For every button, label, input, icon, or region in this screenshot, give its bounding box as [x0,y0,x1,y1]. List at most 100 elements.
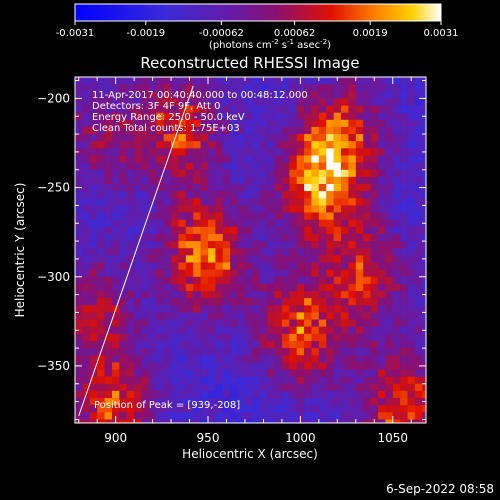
heatmap-cell [341,184,349,192]
heatmap-cell [296,205,305,213]
heatmap-cell [171,91,179,99]
heatmap-cell [259,283,268,292]
heatmap-cell [89,405,98,413]
heatmap-cell [104,84,113,92]
heatmap-cell [318,226,327,235]
heatmap-cell [311,383,320,392]
heatmap-cell [407,405,416,413]
heatmap-cell [141,91,150,99]
heatmap-cell [89,226,98,235]
heatmap-cell [267,212,275,220]
heatmap-cell [392,340,401,349]
heatmap-cell [289,241,297,249]
heatmap-cell [208,233,216,242]
heatmap-cell [326,233,334,242]
heatmap-cell [281,105,290,113]
heatmap-cell [311,141,320,149]
heatmap-cell [119,262,128,270]
heatmap-cell [281,77,290,85]
heatmap-cell [318,134,327,142]
heatmap-cell [97,362,105,370]
heatmap-cell [348,405,357,413]
heatmap-cell [370,219,379,228]
heatmap-cell [400,184,408,192]
heatmap-cell [363,191,371,199]
heatmap-cell [230,198,238,206]
heatmap-cell [341,298,349,306]
heatmap-cell [304,326,312,335]
heatmap-cell [348,226,357,235]
heatmap-cell [252,333,261,342]
heatmap-cell [111,233,120,242]
heatmap-cell [119,390,128,399]
heatmap-cell [148,326,157,335]
heatmap-cell [363,148,371,156]
heatmap-cell [422,126,426,135]
heatmap-cell [385,162,394,171]
heatmap-cell [163,119,172,128]
heatmap-cell [259,305,268,313]
heatmap-cell [89,319,98,327]
heatmap-cell [281,312,290,320]
heatmap-cell [89,298,98,306]
heatmap-cell [200,233,209,242]
heatmap-cell [104,162,113,171]
heatmap-cell [222,398,231,406]
heatmap-cell [89,212,98,220]
heatmap-cell [370,283,379,292]
heatmap-cell [230,319,238,327]
heatmap-cell [193,91,201,99]
heatmap-cell [111,126,120,135]
heatmap-cell [304,333,312,342]
heatmap-cell [296,134,305,142]
heatmap-cell [407,184,416,192]
heatmap-cell [171,162,179,171]
heatmap-cell [341,369,349,377]
heatmap-cell [111,184,120,192]
heatmap-cell [111,155,120,163]
heatmap-cell [392,233,401,242]
heatmap-cell [230,305,238,313]
heatmap-cell [422,241,426,249]
heatmap-cell [259,369,268,377]
heatmap-cell [400,84,408,92]
heatmap-cell [75,233,83,242]
heatmap-cell [363,312,371,320]
heatmap-cell [355,205,364,213]
heatmap-cell [171,248,179,256]
heatmap-cell [163,77,172,85]
heatmap-cell [230,77,238,85]
heatmap-cell [311,198,320,206]
heatmap-cell [281,376,290,385]
heatmap-cell [377,276,386,285]
heatmap-cell [422,176,426,185]
heatmap-cell [156,355,164,363]
heatmap-cell [208,77,216,85]
heatmap-cell [348,355,357,363]
heatmap-cell [377,326,386,335]
heatmap-cell [304,276,312,285]
heatmap-cell [237,91,246,99]
heatmap-cell [193,198,201,206]
heatmap-cell [348,212,357,220]
heatmap-cell [281,126,290,135]
x-axis-label: Heliocentric X (arcsec) [182,447,318,461]
heatmap-cell [363,412,371,420]
heatmap-cell [75,241,83,249]
heatmap-cell [163,162,172,171]
heatmap-cell [281,233,290,242]
heatmap-cell [244,91,253,99]
heatmap-cell [119,291,128,299]
heatmap-cell [82,419,91,423]
heatmap-cell [281,184,290,192]
heatmap-cell [414,390,423,399]
heatmap-cell [414,198,423,206]
heatmap-cell [148,119,157,128]
heatmap-cell [208,248,216,256]
heatmap-cell [215,112,224,121]
heatmap-cell [222,212,231,220]
heatmap-cell [414,233,423,242]
heatmap-cell [185,198,194,206]
heatmap-cell [171,255,179,263]
heatmap-cell [296,291,305,299]
